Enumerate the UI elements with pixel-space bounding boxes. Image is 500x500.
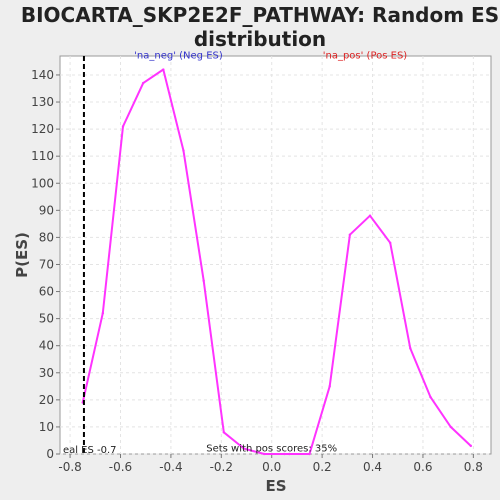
y-tick-label: 50 bbox=[39, 312, 54, 326]
data-point bbox=[308, 452, 311, 456]
chart-annotation: 'na_neg' (Neg ES) bbox=[134, 51, 223, 62]
y-tick-label: 90 bbox=[39, 203, 54, 217]
data-point bbox=[283, 452, 286, 456]
x-tick-label: -0.6 bbox=[109, 460, 132, 474]
y-tick-label: 0 bbox=[46, 447, 54, 461]
x-tick-label: -0.4 bbox=[159, 460, 182, 474]
y-tick-label: 120 bbox=[31, 122, 54, 136]
annotation-layer: eal ES -0.7 'na_neg' (Neg ES) 'na_pos' (Po… bbox=[63, 51, 407, 456]
data-point bbox=[388, 241, 392, 245]
x-tick-label: 0.4 bbox=[363, 460, 382, 474]
x-tick-label: 0.2 bbox=[313, 460, 332, 474]
y-axis-ticks: 0 10 20 30 40 50 60 70 80 90 100 110 120 130 140 bbox=[31, 68, 60, 461]
grid-lines bbox=[60, 56, 491, 455]
data-point bbox=[162, 68, 165, 71]
plot-area bbox=[59, 55, 492, 455]
data-point bbox=[101, 312, 105, 315]
data-point bbox=[348, 233, 352, 236]
x-axis-ticks: -0.8 -0.6 -0.4 -0.2 0.0 0.2 0.4 0.6 0.8 bbox=[58, 454, 483, 474]
data-point bbox=[141, 81, 145, 85]
y-tick-label: 140 bbox=[31, 68, 54, 82]
chart-annotation: 'na_pos' (Pos ES) bbox=[323, 51, 408, 62]
y-tick-label: 20 bbox=[39, 393, 54, 407]
series-layer bbox=[81, 56, 473, 456]
data-point bbox=[288, 452, 291, 456]
x-axis-label: ES bbox=[265, 477, 286, 495]
y-axis-label: P(ES) bbox=[13, 232, 31, 278]
data-point bbox=[262, 452, 266, 456]
x-tick-label: 0.6 bbox=[413, 460, 432, 474]
chart-title-line-1: BIOCARTA_SKP2E2F_PATHWAY: Random ES bbox=[21, 3, 499, 27]
chart-title-line-2: distribution bbox=[194, 27, 326, 51]
y-tick-label: 100 bbox=[31, 176, 54, 190]
real-es-label: eal ES -0.7 bbox=[63, 445, 117, 456]
x-tick-label: 0.0 bbox=[262, 460, 281, 474]
x-tick-label: -0.2 bbox=[210, 460, 233, 474]
data-point bbox=[449, 425, 452, 429]
y-tick-label: 110 bbox=[31, 149, 54, 163]
y-tick-label: 80 bbox=[39, 230, 54, 244]
data-point bbox=[202, 279, 205, 282]
data-point bbox=[182, 149, 185, 152]
data-point bbox=[469, 444, 473, 448]
y-tick-label: 70 bbox=[39, 257, 54, 271]
data-point bbox=[368, 214, 372, 217]
data-point bbox=[222, 431, 226, 434]
y-tick-label: 40 bbox=[39, 339, 54, 353]
data-point bbox=[409, 347, 412, 350]
chart-annotation: Sets with pos scores: 35% bbox=[206, 443, 337, 454]
data-point bbox=[242, 447, 246, 450]
y-tick-label: 10 bbox=[39, 420, 54, 434]
y-tick-label: 60 bbox=[39, 285, 54, 299]
x-tick-label: 0.8 bbox=[464, 460, 483, 474]
y-tick-label: 130 bbox=[31, 95, 54, 109]
data-point bbox=[429, 395, 432, 399]
data-point bbox=[121, 125, 125, 128]
x-tick-label: -0.8 bbox=[58, 460, 81, 474]
y-tick-label: 30 bbox=[39, 366, 54, 380]
data-point bbox=[328, 385, 331, 388]
